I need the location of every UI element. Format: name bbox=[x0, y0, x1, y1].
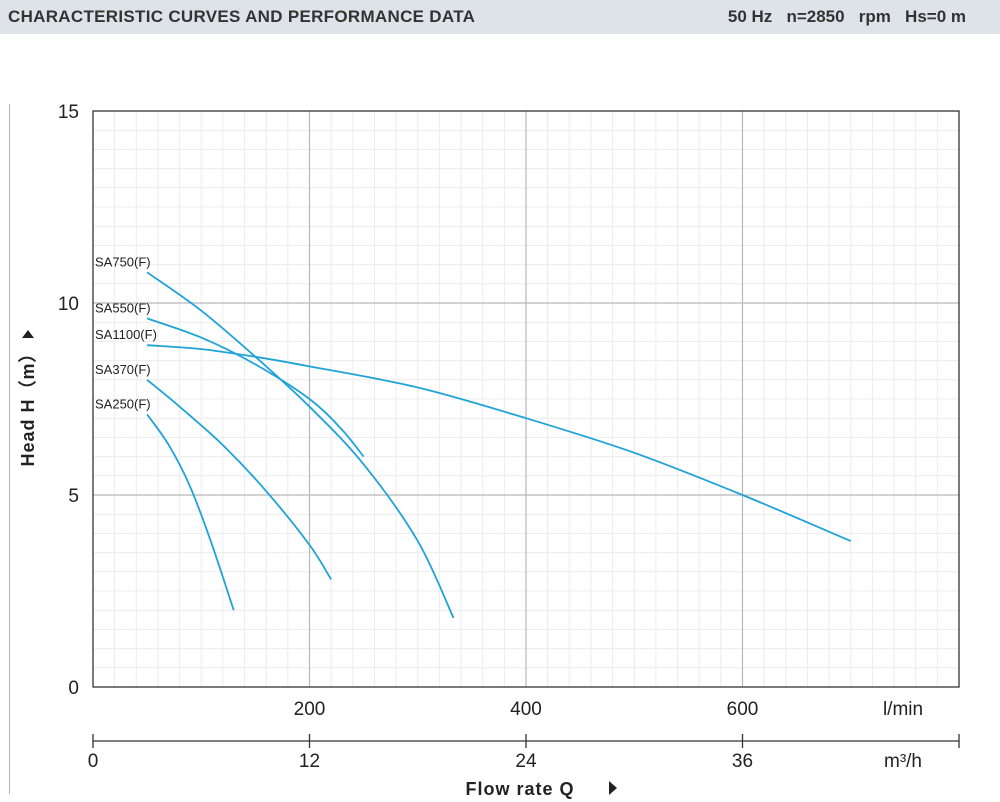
chart-header-title: CHARACTERISTIC CURVES AND PERFORMANCE DA… bbox=[8, 7, 476, 26]
y-tick-label: 5 bbox=[68, 486, 79, 507]
header-bar: CHARACTERISTIC CURVES AND PERFORMANCE DA… bbox=[0, 0, 1000, 34]
secondary-x-tick-label: 12 bbox=[299, 751, 320, 772]
curve-sa370-f bbox=[146, 379, 332, 580]
curve-label: SA370(F) bbox=[95, 362, 151, 377]
secondary-x-tick-label: 0 bbox=[88, 751, 99, 772]
x-unit-secondary: m³/h bbox=[884, 751, 922, 772]
curve-label: SA550(F) bbox=[95, 300, 151, 315]
secondary-x-tick-labels: 0 12 24 36 bbox=[88, 734, 960, 772]
x-unit-primary: l/min bbox=[883, 699, 923, 720]
pump-curves bbox=[146, 271, 852, 619]
y-tick-label: 15 bbox=[58, 102, 79, 123]
y-tick-label: 0 bbox=[68, 678, 79, 699]
x-tick-label: 600 bbox=[727, 699, 759, 720]
secondary-x-tick-label: 24 bbox=[515, 751, 537, 772]
x-tick-label: 400 bbox=[510, 699, 542, 720]
curve-sa1100-f bbox=[147, 344, 852, 542]
curve-sa750-f bbox=[146, 271, 455, 619]
y-tick-labels: 0 5 10 15 bbox=[58, 102, 79, 699]
curve-label: SA750(F) bbox=[95, 254, 151, 269]
operating-conditions: 50 Hz n=2850 rpm Hs=0 m bbox=[727, 7, 966, 26]
x-tick-label: 200 bbox=[294, 699, 326, 720]
y-axis-title: Head H（m） bbox=[18, 343, 38, 466]
y-axis-arrow-icon bbox=[22, 330, 34, 338]
curve-sa250-f bbox=[146, 413, 235, 611]
x-axis-arrow-icon bbox=[609, 781, 617, 795]
y-tick-label: 10 bbox=[58, 294, 79, 315]
curve-sa550-f bbox=[146, 317, 365, 458]
plot-frame bbox=[92, 110, 960, 688]
x-tick-labels: 200 400 600 bbox=[294, 699, 759, 720]
curve-label: SA1100(F) bbox=[95, 327, 157, 342]
x-axis-title: Flow rate Q bbox=[465, 779, 574, 799]
secondary-x-tick-label: 36 bbox=[732, 751, 753, 772]
left-divider bbox=[9, 104, 10, 794]
curve-labels: SA750(F) SA550(F) SA1100(F) SA370(F) SA250(F… bbox=[95, 254, 157, 411]
curve-label: SA250(F) bbox=[95, 396, 151, 411]
